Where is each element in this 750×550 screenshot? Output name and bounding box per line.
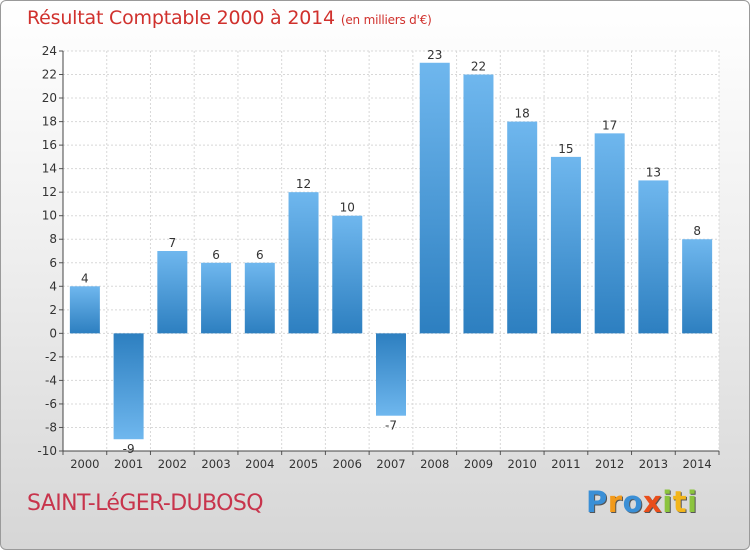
data-label: -7 bbox=[385, 419, 397, 433]
bar bbox=[201, 262, 232, 334]
x-tick-label: 2007 bbox=[376, 457, 405, 471]
y-tick-label: 18 bbox=[42, 115, 57, 129]
y-tick-label: -8 bbox=[45, 420, 57, 434]
y-tick-label: 20 bbox=[42, 91, 57, 105]
bar bbox=[376, 333, 406, 416]
bar bbox=[113, 333, 144, 440]
place-name: SAINT-LéGER-DUBOSQ bbox=[27, 491, 264, 516]
proxiti-logo: Proxiti bbox=[586, 485, 698, 519]
y-tick-label: 0 bbox=[49, 326, 57, 340]
logo-letter: t bbox=[672, 485, 688, 519]
x-tick-label: 2006 bbox=[333, 457, 362, 471]
y-tick-label: -6 bbox=[45, 397, 57, 411]
bar bbox=[682, 239, 713, 334]
y-tick-label: 22 bbox=[42, 68, 57, 82]
data-label: 12 bbox=[296, 177, 311, 191]
data-label: 10 bbox=[340, 201, 355, 215]
data-label: 15 bbox=[558, 142, 573, 156]
chart-title: Résultat Comptable 2000 à 2014 (en millie… bbox=[27, 7, 432, 29]
data-label: 18 bbox=[515, 107, 530, 121]
logo-letter: P bbox=[586, 485, 608, 519]
bar bbox=[507, 121, 538, 334]
data-label: 8 bbox=[693, 224, 701, 238]
logo-letter: r bbox=[607, 485, 623, 519]
data-label: 6 bbox=[212, 248, 220, 262]
data-label: -9 bbox=[123, 442, 135, 456]
y-tick-label: 24 bbox=[42, 44, 57, 58]
data-label: 22 bbox=[471, 60, 486, 74]
y-tick-label: 6 bbox=[49, 256, 57, 270]
x-tick-label: 2001 bbox=[114, 457, 143, 471]
logo-letter: o bbox=[622, 485, 644, 519]
logo-letter: i bbox=[662, 485, 673, 519]
bar bbox=[550, 156, 581, 334]
y-tick-label: 10 bbox=[42, 209, 57, 223]
bar bbox=[244, 262, 275, 334]
logo-letter: i bbox=[687, 485, 698, 519]
data-label: 4 bbox=[81, 271, 89, 285]
x-tick-label: 2014 bbox=[682, 457, 711, 471]
y-tick-label: 16 bbox=[42, 138, 57, 152]
data-label: 6 bbox=[256, 248, 264, 262]
x-tick-label: 2008 bbox=[420, 457, 449, 471]
data-label: 7 bbox=[169, 236, 177, 250]
bar bbox=[332, 215, 363, 334]
bar bbox=[638, 180, 669, 334]
data-label: 17 bbox=[602, 118, 617, 132]
data-label: 23 bbox=[427, 48, 442, 62]
x-tick-label: 2005 bbox=[289, 457, 318, 471]
data-label: 13 bbox=[646, 165, 661, 179]
x-tick-label: 2012 bbox=[595, 457, 624, 471]
bar bbox=[463, 74, 494, 334]
bar bbox=[157, 251, 188, 334]
y-tick-label: 4 bbox=[49, 279, 57, 293]
y-tick-label: 14 bbox=[42, 162, 57, 176]
y-tick-label: -2 bbox=[45, 350, 57, 364]
x-tick-label: 2013 bbox=[639, 457, 668, 471]
y-tick-label: -10 bbox=[37, 444, 57, 458]
bar bbox=[69, 286, 100, 334]
y-tick-label: 12 bbox=[42, 185, 57, 199]
x-tick-label: 2011 bbox=[551, 457, 580, 471]
y-tick-label: 2 bbox=[49, 303, 57, 317]
y-tick-label: 8 bbox=[49, 232, 57, 246]
x-tick-label: 2000 bbox=[70, 457, 99, 471]
x-tick-label: 2002 bbox=[158, 457, 187, 471]
x-tick-label: 2009 bbox=[464, 457, 493, 471]
x-tick-label: 2010 bbox=[508, 457, 537, 471]
y-tick-label: -4 bbox=[45, 373, 57, 387]
chart-title-text: Résultat Comptable 2000 à 2014 bbox=[27, 7, 335, 29]
bar bbox=[419, 62, 450, 334]
bar bbox=[594, 133, 625, 334]
x-tick-label: 2003 bbox=[201, 457, 230, 471]
bar bbox=[288, 192, 319, 334]
logo-letter: x bbox=[643, 485, 663, 519]
chart-subtitle: (en milliers d'€) bbox=[340, 13, 432, 27]
x-tick-label: 2004 bbox=[245, 457, 274, 471]
